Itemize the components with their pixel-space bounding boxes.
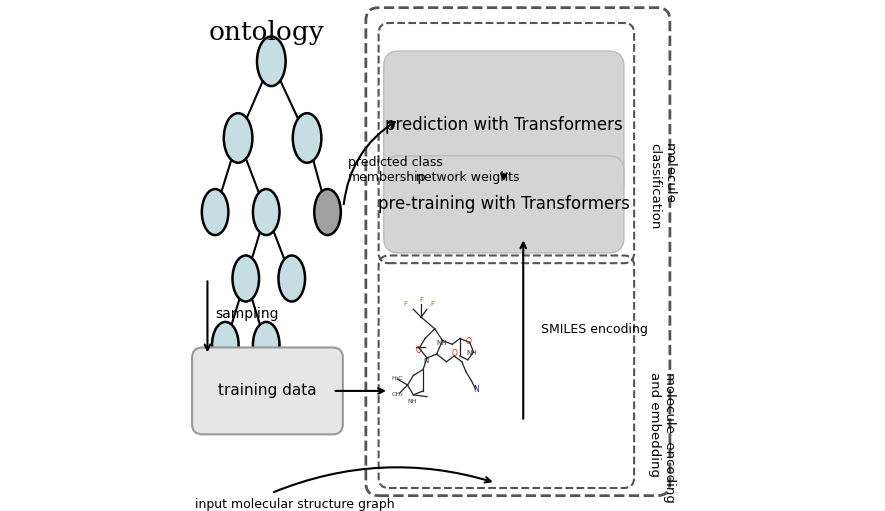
Ellipse shape — [314, 189, 341, 235]
Text: F: F — [404, 300, 408, 307]
Text: O: O — [415, 345, 421, 355]
Ellipse shape — [224, 113, 252, 162]
Text: pre-training with Transformers: pre-training with Transformers — [378, 195, 630, 214]
Text: molecule  encoding
and embedding: molecule encoding and embedding — [648, 372, 676, 503]
Text: predicted class
membership: predicted class membership — [348, 156, 442, 184]
Text: O: O — [466, 337, 472, 346]
FancyBboxPatch shape — [192, 347, 342, 434]
Text: NH: NH — [436, 340, 447, 346]
Ellipse shape — [253, 322, 280, 368]
Text: H₃C: H₃C — [391, 376, 403, 381]
Text: N: N — [473, 385, 480, 394]
Text: SMILES encoding: SMILES encoding — [541, 323, 648, 336]
Ellipse shape — [293, 113, 321, 162]
FancyBboxPatch shape — [384, 51, 624, 199]
Text: sampling: sampling — [215, 307, 279, 321]
Text: N: N — [423, 358, 428, 364]
Ellipse shape — [253, 189, 280, 235]
Text: molecule
classification: molecule classification — [648, 143, 676, 229]
Text: O: O — [451, 349, 457, 358]
FancyBboxPatch shape — [384, 156, 624, 253]
Text: CH₃: CH₃ — [392, 392, 404, 397]
Ellipse shape — [279, 256, 305, 301]
Ellipse shape — [202, 189, 228, 235]
Text: F: F — [431, 300, 435, 307]
Ellipse shape — [257, 37, 286, 86]
Ellipse shape — [233, 256, 259, 301]
Text: network weights: network weights — [416, 171, 519, 184]
Text: NH: NH — [408, 399, 417, 404]
Text: ontology: ontology — [208, 20, 324, 45]
Text: NH: NH — [466, 350, 477, 356]
Text: input molecular structure graph: input molecular structure graph — [195, 498, 395, 511]
Text: F: F — [419, 297, 423, 303]
Text: training data: training data — [219, 383, 317, 399]
Ellipse shape — [212, 322, 239, 368]
Text: prediction with Transformers: prediction with Transformers — [385, 116, 623, 134]
